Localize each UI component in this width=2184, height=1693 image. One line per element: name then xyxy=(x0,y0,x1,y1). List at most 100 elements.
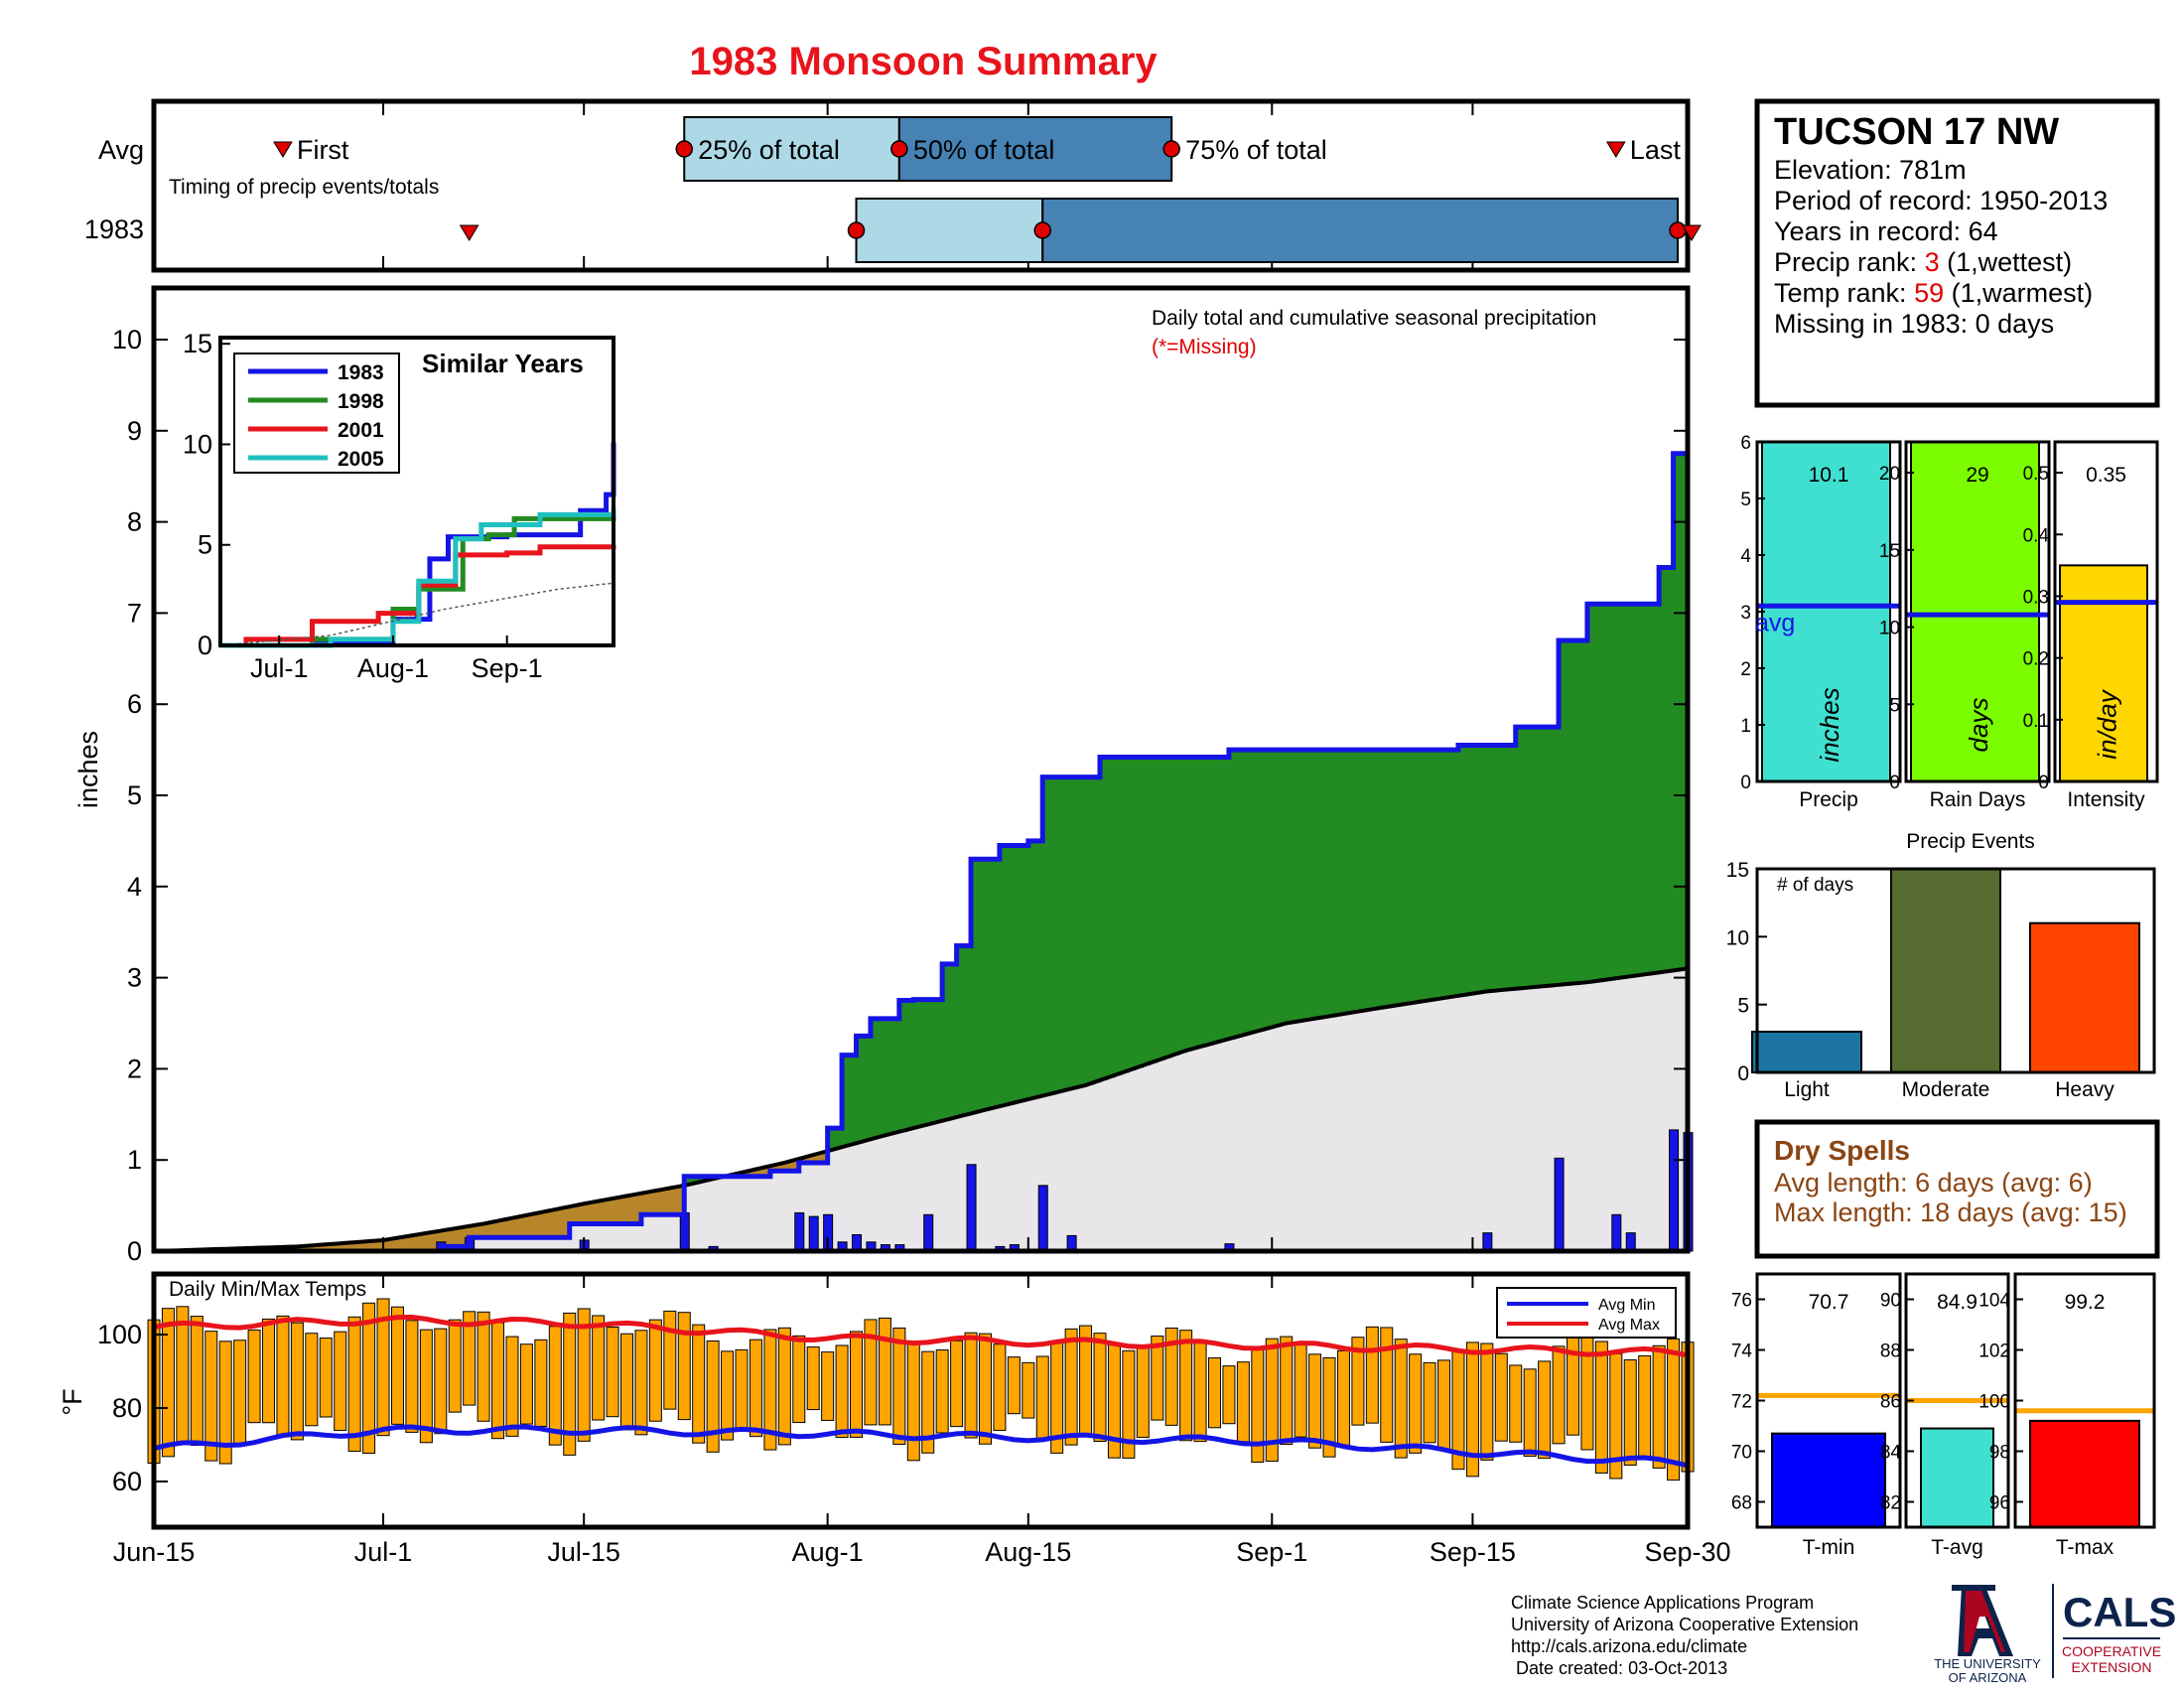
event-bar-heavy xyxy=(2029,921,2140,1074)
cals-logo: CALS COOPERATIVE EXTENSION xyxy=(2062,1589,2176,1675)
temp-summary-tick-label: 74 xyxy=(1731,1341,1753,1362)
summary-tick-label: 0.5 xyxy=(2023,464,2049,485)
temp-summary-tick-label: 104 xyxy=(1979,1291,2010,1312)
daily-temp-bar xyxy=(619,1333,633,1431)
timing-frame xyxy=(151,98,1691,273)
dry-spells-avg: Avg length: 6 days (avg: 6) xyxy=(1774,1168,2093,1198)
daily-temp-bar xyxy=(1265,1338,1279,1463)
daily-temp-bar xyxy=(763,1329,777,1451)
station-elevation: Elevation: 781m xyxy=(1774,155,1967,185)
daily-temp-bar xyxy=(276,1315,290,1438)
daily-temp-bar xyxy=(1208,1357,1222,1429)
daily-temp-bar xyxy=(749,1339,762,1438)
daily-temp-bar xyxy=(218,1340,232,1465)
summary-tick-label: 0 xyxy=(2038,773,2049,793)
daily-temp-bar xyxy=(735,1348,749,1430)
precip-y-tick-label: 6 xyxy=(127,689,142,719)
daily-precip-bar xyxy=(1037,1185,1048,1252)
daily-temp-bar xyxy=(347,1316,361,1453)
x-tick-label: Sep-15 xyxy=(1430,1537,1516,1567)
daily-temp-bar xyxy=(376,1298,390,1437)
event-category-label: Moderate xyxy=(1902,1078,1990,1101)
daily-temp-bar xyxy=(634,1330,648,1436)
ua-line-2: OF ARIZONA xyxy=(1949,1670,2027,1685)
average-cumulative-line xyxy=(153,966,1689,1253)
year-25-marker xyxy=(847,221,866,239)
summary-avg-label: avg xyxy=(1755,609,1795,636)
summary-tick-label: 0 xyxy=(1740,773,1751,793)
similar-year-line xyxy=(220,508,616,648)
temp-summary-tick-label: 88 xyxy=(1880,1341,1901,1362)
daily-temp-bar xyxy=(176,1306,190,1444)
summary-unit: days xyxy=(1964,698,1993,753)
daily-temp-bar xyxy=(1064,1328,1078,1446)
inset-legend-label: 2001 xyxy=(338,419,384,442)
university-of-arizona-logo: THE UNIVERSITY OF ARIZONA xyxy=(1934,1585,2041,1685)
event-category-label: Light xyxy=(1784,1078,1830,1101)
summary-label: Precip xyxy=(1799,788,1858,811)
daily-temp-bar xyxy=(921,1350,935,1454)
summary-tick-label: 6 xyxy=(1740,433,1751,454)
station-frame xyxy=(1754,98,2160,408)
daily-temp-bar xyxy=(405,1320,419,1433)
temp-summary-label: T-avg xyxy=(1931,1536,1983,1559)
station-name: TUCSON 17 NW xyxy=(1774,111,2059,153)
summary-value: 29 xyxy=(1966,464,1988,487)
summary-tick-label: 1 xyxy=(1740,716,1751,737)
daily-temp-bar xyxy=(1294,1343,1307,1438)
daily-temp-bar xyxy=(850,1331,864,1438)
footer-date: Date created: 03-Oct-2013 xyxy=(1511,1658,1727,1678)
avg-50-marker xyxy=(890,140,908,158)
summary-tick-label: 5 xyxy=(1889,695,1900,716)
summary-tick-label: 3 xyxy=(1740,603,1751,624)
footer: Climate Science Applications Program Uni… xyxy=(1511,1584,2176,1685)
daily-temp-bar xyxy=(1093,1333,1107,1443)
temp-summary-tick-label: 76 xyxy=(1731,1291,1752,1312)
daily-temp-bar xyxy=(262,1318,276,1424)
inset-average-line xyxy=(219,582,614,646)
observed-cumulative-line xyxy=(154,330,1691,1254)
temp-summary-value: 99.2 xyxy=(2065,1291,2106,1314)
precip-y-tick-label: 7 xyxy=(127,598,142,628)
daily-temp-bar xyxy=(1552,1345,1566,1445)
temp-summary-tick-label: 102 xyxy=(1979,1341,2010,1362)
daily-temp-bar xyxy=(1523,1368,1537,1457)
daily-temp-bar xyxy=(563,1312,577,1456)
daily-temp-bar xyxy=(950,1340,964,1428)
inset-frame xyxy=(218,336,615,647)
daily-temp-bar xyxy=(390,1306,404,1425)
daily-temp-bar xyxy=(993,1343,1007,1432)
temp-summary-tick-label: 68 xyxy=(1731,1493,1752,1514)
missing-note: (*=Missing) xyxy=(1152,336,1257,358)
footer-line-1: Climate Science Applications Program xyxy=(1511,1593,1814,1613)
x-tick-label: Jul-15 xyxy=(547,1537,620,1567)
precip-y-tick-label: 10 xyxy=(112,325,142,354)
daily-temp-bar xyxy=(648,1319,662,1422)
daily-precip-bar xyxy=(794,1211,805,1252)
year-50-marker xyxy=(1033,221,1051,239)
daily-temp-bar xyxy=(1151,1336,1164,1421)
temp-summary-tick-label: 90 xyxy=(1880,1291,1901,1312)
footer-line-3: http://cals.arizona.edu/climate xyxy=(1511,1636,1747,1656)
daily-temp-bar xyxy=(448,1319,462,1413)
summary-label: Intensity xyxy=(2067,788,2145,811)
temp-summary-value: 70.7 xyxy=(1809,1291,1849,1314)
avg-25-label: 25% of total xyxy=(698,135,840,165)
daily-temp-bar xyxy=(463,1311,477,1406)
daily-temp-bar xyxy=(1538,1360,1552,1460)
temp-summary-bar-t-min xyxy=(1771,1432,1886,1529)
daily-temp-bar xyxy=(906,1341,920,1462)
temp-summary-tick-label: 72 xyxy=(1731,1392,1752,1413)
precip-y-tick-label: 2 xyxy=(127,1054,142,1083)
inset-legend-label: 2005 xyxy=(338,448,384,471)
dry-spells-box: Dry Spells Avg length: 6 days (avg: 6) M… xyxy=(1754,1119,2160,1259)
cals-line-1: COOPERATIVE xyxy=(2062,1643,2161,1659)
temps-y-tick-label: 80 xyxy=(112,1393,142,1423)
daily-temp-bar xyxy=(247,1329,261,1424)
events-tick-label: 15 xyxy=(1726,859,1749,882)
daily-temp-bar xyxy=(1122,1349,1136,1459)
summary-value: 0.35 xyxy=(2086,464,2126,487)
daily-temp-bar xyxy=(548,1326,562,1446)
precip-y-tick-label: 9 xyxy=(127,416,142,446)
summary-tick-label: 0.1 xyxy=(2023,711,2049,732)
